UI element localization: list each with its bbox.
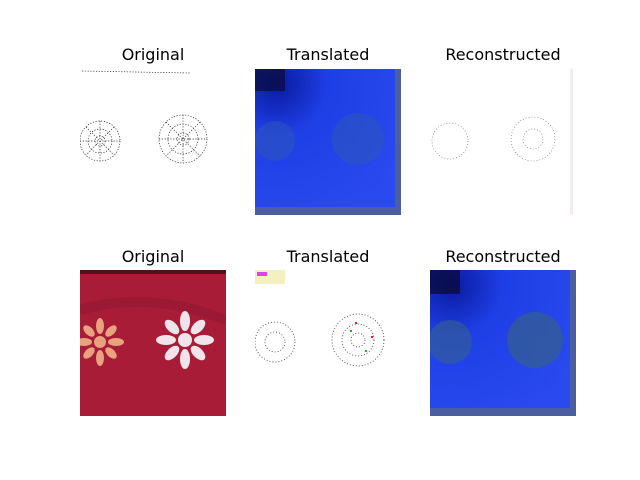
image-row1-translated-blue	[255, 69, 401, 215]
image-row1-original-sketch	[80, 69, 226, 215]
image-row2-reconstructed-blue	[430, 270, 576, 416]
title-row1-original: Original	[121, 45, 185, 64]
image-row2-translated-sketch	[255, 270, 401, 416]
title-row2-reconstructed: Reconstructed	[445, 247, 561, 266]
title-row1-translated: Translated	[286, 45, 370, 64]
title-row1-reconstructed: Reconstructed	[445, 45, 561, 64]
title-row2-original: Original	[121, 247, 185, 266]
image-row1-reconstructed-sketch	[430, 69, 576, 215]
title-row2-translated: Translated	[286, 247, 370, 266]
image-row2-original-fabric	[80, 270, 226, 416]
